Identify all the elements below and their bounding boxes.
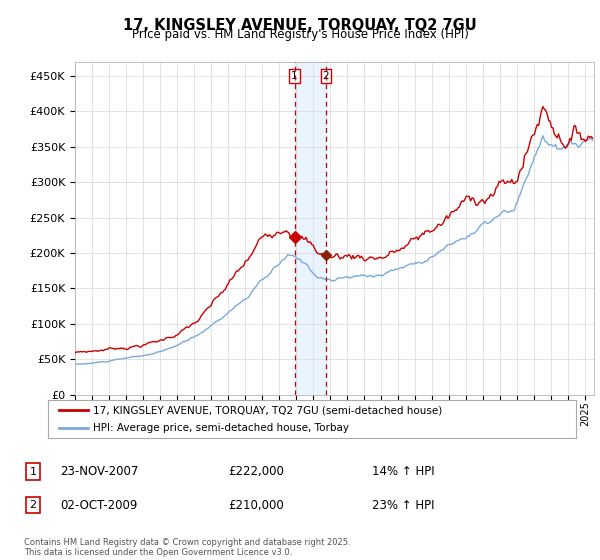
Text: Contains HM Land Registry data © Crown copyright and database right 2025.
This d: Contains HM Land Registry data © Crown c… <box>24 538 350 557</box>
Text: HPI: Average price, semi-detached house, Torbay: HPI: Average price, semi-detached house,… <box>93 423 349 433</box>
Text: 17, KINGSLEY AVENUE, TORQUAY, TQ2 7GU: 17, KINGSLEY AVENUE, TORQUAY, TQ2 7GU <box>123 18 477 33</box>
Text: £210,000: £210,000 <box>228 498 284 512</box>
Text: 2: 2 <box>29 500 37 510</box>
Text: 1: 1 <box>291 71 298 81</box>
Bar <box>295 62 326 395</box>
Text: 02-OCT-2009: 02-OCT-2009 <box>60 498 137 512</box>
Text: 23% ↑ HPI: 23% ↑ HPI <box>372 498 434 512</box>
Text: 17, KINGSLEY AVENUE, TORQUAY, TQ2 7GU (semi-detached house): 17, KINGSLEY AVENUE, TORQUAY, TQ2 7GU (s… <box>93 405 442 415</box>
Text: £222,000: £222,000 <box>228 465 284 478</box>
Text: 23-NOV-2007: 23-NOV-2007 <box>60 465 139 478</box>
Text: 2: 2 <box>323 71 329 81</box>
Text: Price paid vs. HM Land Registry's House Price Index (HPI): Price paid vs. HM Land Registry's House … <box>131 28 469 41</box>
Text: 14% ↑ HPI: 14% ↑ HPI <box>372 465 434 478</box>
Text: 1: 1 <box>29 466 37 477</box>
